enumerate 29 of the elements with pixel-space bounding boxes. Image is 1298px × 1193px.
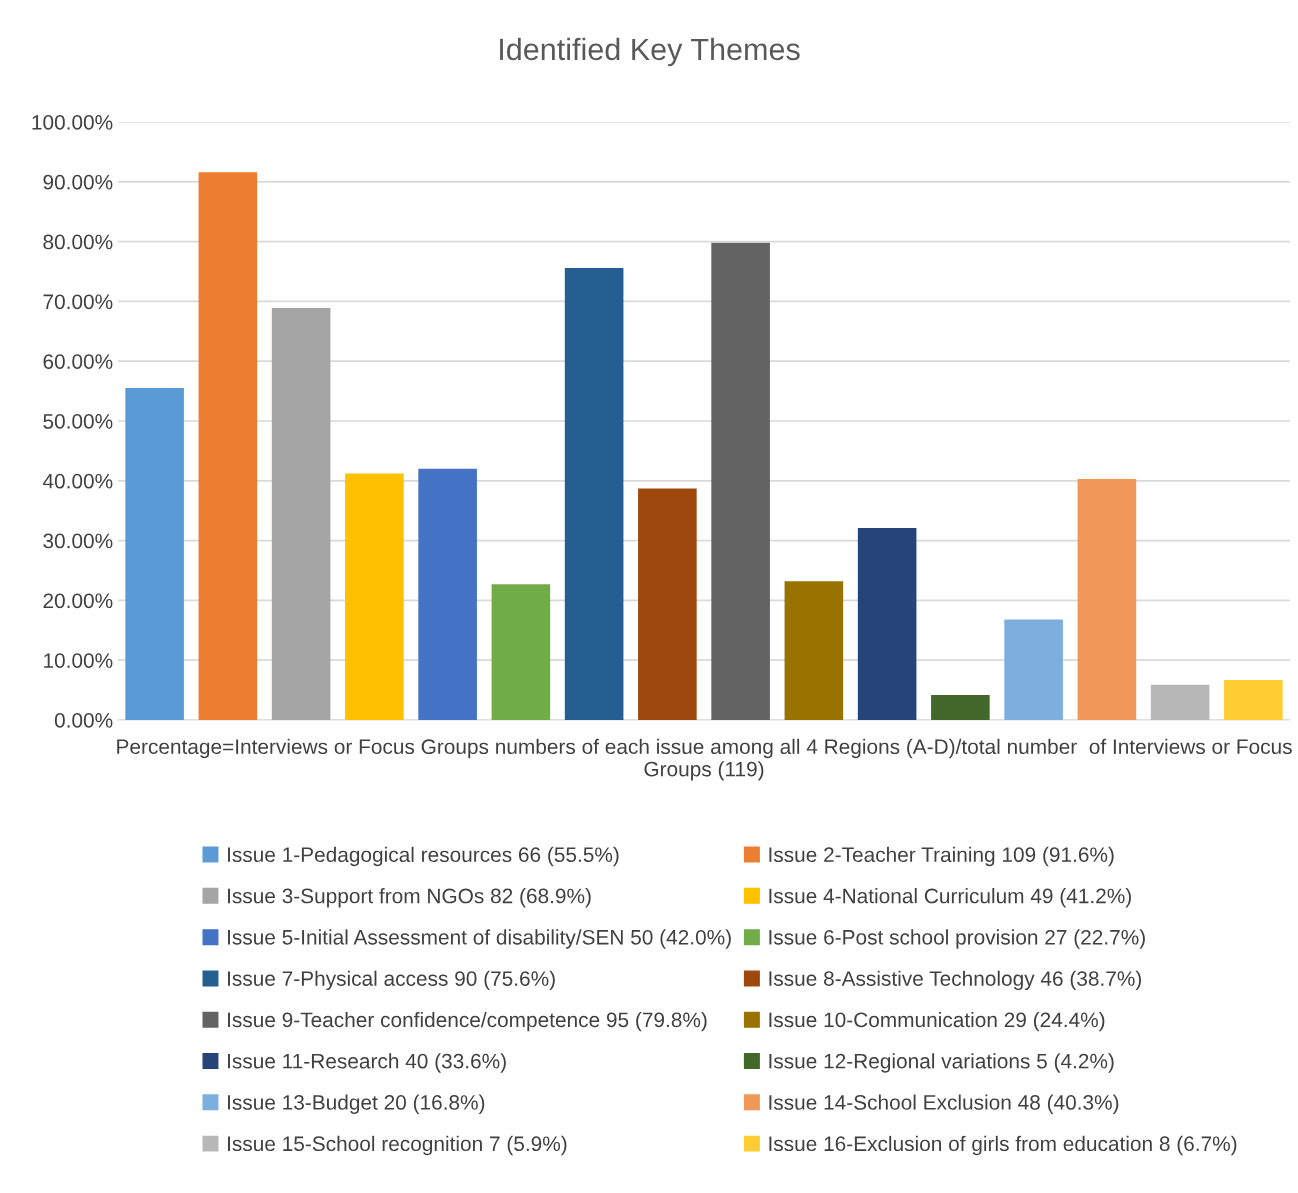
legend-label: Issue 11-Research 40 (33.6%) bbox=[228, 1053, 506, 1073]
y-tick-label: 70.00% bbox=[43, 294, 113, 310]
legend-label: Issue 10-Communication 29 (24.4%) bbox=[769, 1011, 1105, 1032]
y-tick-label: 0.00% bbox=[54, 713, 113, 728]
legend-label: Issue 1-Pedagogical resources 66 (55.5%) bbox=[228, 846, 619, 867]
legend-label: Issue 2-Teacher Training 109 (91.6%) bbox=[769, 846, 1114, 867]
y-tick-label: 100.00% bbox=[32, 115, 113, 130]
legend-label: Issue 6-Post school provision 27 (22.7%) bbox=[769, 929, 1145, 949]
legend-label: Issue 13-Budget 20 (16.8%) bbox=[228, 1094, 485, 1114]
legend-label: Issue 15-School recognition 7 (5.9%) bbox=[228, 1135, 567, 1156]
legend-label: Issue 5-Initial Assessment of disability/SEN 50 (42.0%) bbox=[228, 929, 731, 949]
y-tick-label: 80.00% bbox=[43, 234, 113, 250]
legend-label: Issue 4-National Curriculum 49 (41.2%) bbox=[769, 888, 1131, 908]
y-tick-label: 60.00% bbox=[43, 354, 113, 369]
y-tick-label: 30.00% bbox=[43, 533, 113, 549]
x-axis-title: Percentage=Interviews or Focus Groups numbers of each issue among all 4 Regions (A-D)/total number of Interviews or Focus Groups (119) bbox=[117, 738, 1292, 781]
y-tick-label: 90.00% bbox=[43, 174, 113, 190]
y-tick-label: 20.00% bbox=[43, 593, 113, 609]
legend-label: Issue 16-Exclusion of girls from education 8 (6.7%) bbox=[769, 1135, 1237, 1156]
y-tick-label: 50.00% bbox=[43, 414, 113, 429]
legend-label: Issue 3-Support from NGOs 82 (68.9%) bbox=[228, 888, 591, 908]
legend-label: Issue 14-School Exclusion 48 (40.3%) bbox=[769, 1094, 1119, 1114]
legend-label: Issue 8-Assistive Technology 46 (38.7%) bbox=[769, 970, 1142, 991]
legend-label: Issue 9-Teacher confidence/competence 95 (79.8%) bbox=[228, 1011, 707, 1032]
legend-label: Issue 12-Regional variations 5 (4.2%) bbox=[769, 1053, 1114, 1073]
y-tick-label: 40.00% bbox=[42, 473, 113, 489]
legend-label: Issue 7-Physical access 90 (75.6%) bbox=[228, 970, 555, 991]
chart-title: Identified Key Themes bbox=[500, 37, 800, 67]
y-tick-label: 10.00% bbox=[44, 653, 113, 668]
